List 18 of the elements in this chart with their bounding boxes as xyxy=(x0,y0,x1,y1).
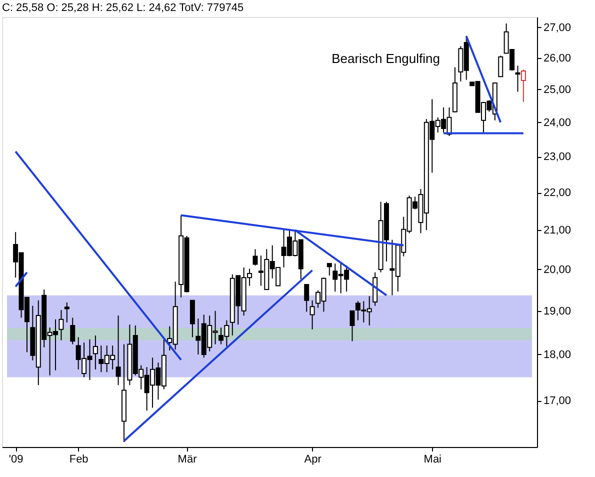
x-tick-label: Apr xyxy=(304,454,322,466)
x-tick-label: Mai xyxy=(424,454,442,466)
y-tick-label: 21,00 xyxy=(544,224,572,237)
x-tick-label: Feb xyxy=(69,454,88,466)
y-tick-label: 20,00 xyxy=(544,264,572,276)
y-tick-label: 25,00 xyxy=(544,84,572,96)
y-tick-label: 24,00 xyxy=(544,116,572,129)
y-tick-label: 27,00 xyxy=(544,22,572,34)
y-tick-label: 23,00 xyxy=(544,151,572,164)
annotation: Bearisch Engulfing xyxy=(332,51,440,66)
x-tick-label: Mär xyxy=(178,454,198,466)
x-tick-label: '09 xyxy=(8,454,24,466)
chart-title: C: 25,58 O: 25,28 H: 25,62 L: 24,62 TotV: 779745 xyxy=(2,2,244,14)
y-tick-label: 26,00 xyxy=(544,52,572,64)
y-tick-label: 19,00 xyxy=(544,305,572,318)
y-tick-label: 18,00 xyxy=(544,348,572,361)
y-tick-label: 17,00 xyxy=(544,395,572,408)
y-tick-label: 22,00 xyxy=(544,187,572,200)
